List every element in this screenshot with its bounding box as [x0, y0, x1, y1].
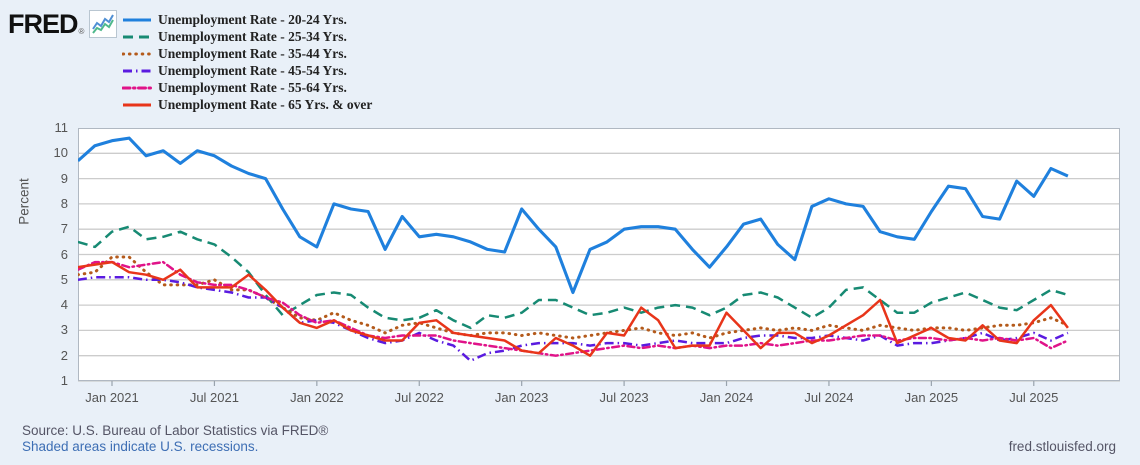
x-tick-label: Jul 2024 — [804, 390, 854, 405]
sparkline-chart-icon — [89, 10, 118, 38]
y-tick-label: 3 — [60, 322, 68, 338]
legend-line-swatch — [122, 52, 152, 55]
legend-line-swatch — [123, 18, 151, 21]
y-tick-label: 11 — [54, 120, 69, 135]
legend-item-6: Unemployment Rate - 65 Yrs. & over — [122, 96, 372, 113]
legend-line-swatch — [123, 69, 151, 72]
y-tick-label: 1 — [60, 373, 68, 388]
legend-item-1: Unemployment Rate - 20-24 Yrs. — [122, 11, 372, 28]
y-tick-label: 5 — [60, 271, 68, 287]
y-tick-label: 7 — [60, 221, 68, 237]
legend-item-5: Unemployment Rate - 55-64 Yrs. — [122, 79, 372, 96]
x-tick-label: Jul 2022 — [394, 390, 444, 405]
legend-line-swatch — [122, 86, 152, 89]
legend-line-swatch — [123, 103, 151, 106]
recession-note-link[interactable]: Shaded areas indicate U.S. recessions. — [22, 439, 259, 454]
x-tick-label: Jul 2023 — [599, 390, 649, 405]
series-line-1 — [76, 136, 1069, 295]
legend-item-4: Unemployment Rate - 45-54 Yrs. — [122, 62, 372, 79]
x-tick-label: Jan 2024 — [699, 390, 754, 405]
plot-area — [76, 127, 1120, 393]
y-tick-label: 4 — [60, 297, 68, 313]
y-tick-label: 6 — [60, 246, 68, 262]
series-line-6 — [77, 260, 1069, 357]
y-tick-label: 10 — [53, 145, 68, 161]
legend-label: Unemployment Rate - 25-34 Yrs. — [158, 28, 347, 44]
x-tick-label: Jul 2021 — [189, 390, 239, 405]
legend-line-swatch — [123, 35, 151, 38]
fred-wordmark: FRED — [8, 9, 78, 39]
legend-label: Unemployment Rate - 20-24 Yrs. — [158, 11, 347, 27]
legend: Unemployment Rate - 20-24 Yrs. Unemployme… — [122, 11, 372, 113]
legend-label: Unemployment Rate - 65 Yrs. & over — [158, 96, 373, 112]
fred-url[interactable]: fred.stlouisfed.org — [1008, 439, 1116, 454]
x-tick-label: Jan 2023 — [494, 390, 549, 405]
x-tick-label: Jan 2021 — [85, 390, 139, 405]
y-tick-label: 8 — [60, 195, 68, 211]
source-text: Source: U.S. Bureau of Labor Statistics … — [22, 423, 329, 438]
legend-item-2: Unemployment Rate - 25-34 Yrs. — [122, 28, 372, 45]
legend-label: Unemployment Rate - 45-54 Yrs. — [158, 62, 347, 78]
x-tick-label: Jan 2022 — [290, 390, 344, 405]
x-tick-label: Jan 2025 — [904, 390, 959, 405]
series-line-2 — [77, 225, 1069, 330]
legend-label: Unemployment Rate - 35-44 Yrs. — [158, 45, 347, 61]
series-line-3 — [76, 255, 1070, 340]
y-tick-label: 9 — [60, 170, 68, 186]
legend-item-3: Unemployment Rate - 35-44 Yrs. — [122, 45, 372, 62]
x-tick-label: Jul 2025 — [1009, 390, 1059, 405]
registered-trademark: ® — [78, 26, 85, 36]
y-tick-label: 2 — [60, 347, 68, 363]
chart-canvas — [76, 127, 1120, 386]
fred-logo: FRED ® — [8, 9, 118, 39]
series-line-4 — [77, 276, 1069, 363]
legend-label: Unemployment Rate - 55-64 Yrs. — [158, 79, 347, 95]
